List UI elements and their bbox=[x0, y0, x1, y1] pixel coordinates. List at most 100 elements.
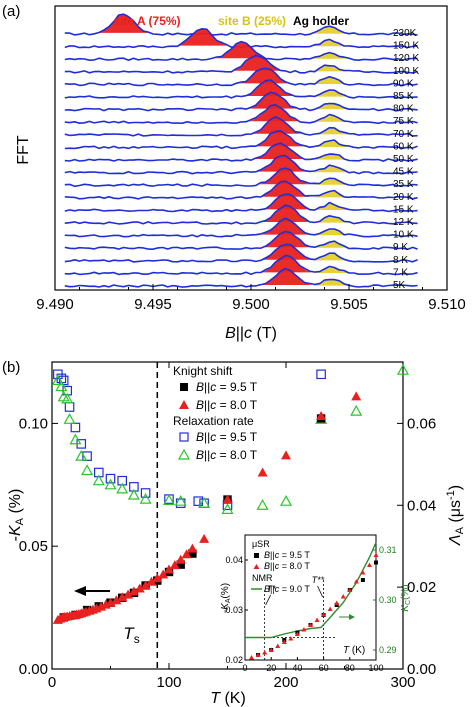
inset-knight-80-point bbox=[308, 622, 313, 627]
panel-a-x-ticks: 9.490 9.495 9.500 9.505 9.510 bbox=[36, 284, 466, 313]
relax-80-point bbox=[127, 488, 140, 500]
site-a-peak-fill bbox=[258, 168, 311, 185]
fft-trace-line bbox=[64, 91, 418, 112]
temperature-label: 50 K bbox=[393, 154, 414, 165]
inset-knight-80-point bbox=[275, 643, 281, 648]
x-tick-label: 9.490 bbox=[36, 296, 74, 313]
relax-80-point bbox=[75, 449, 88, 461]
legend-relax-95-label: B||c = 9.5 T bbox=[196, 430, 258, 444]
relax-80-point bbox=[279, 494, 293, 506]
knight-80-point bbox=[158, 569, 169, 579]
inset-y-right-tick-label: 0.29 bbox=[379, 645, 397, 655]
relax-80-point bbox=[55, 380, 68, 392]
relax-95-point bbox=[140, 488, 151, 498]
relax-80-point bbox=[81, 464, 94, 476]
inset-knight-80-point bbox=[340, 594, 346, 599]
site-b-peak-fill bbox=[312, 266, 351, 273]
site-a-peak-fill bbox=[248, 105, 301, 122]
knight-95-point bbox=[176, 560, 185, 569]
legend-knight-95-label: B||c = 9.5 T bbox=[196, 380, 258, 394]
fft-trace-line bbox=[64, 116, 418, 137]
inset-x-tick-label: 20 bbox=[266, 663, 276, 673]
site-a-peak-fill bbox=[260, 193, 313, 210]
inset-x-tick-label: 80 bbox=[345, 663, 355, 673]
x-tick-label: 9.505 bbox=[330, 296, 368, 313]
fft-trace bbox=[64, 204, 418, 225]
relax-95-point bbox=[82, 451, 92, 461]
site-a-peak-fill bbox=[231, 54, 283, 71]
legend-relax-80-label: B||c = 8.0 T bbox=[196, 448, 258, 462]
temperature-label: 120 K bbox=[393, 53, 419, 64]
legend-relax-title: Relaxation rate bbox=[173, 414, 254, 428]
fft-trace bbox=[64, 54, 418, 74]
knight-80-point bbox=[169, 560, 180, 570]
legend-knight-80-marker bbox=[179, 400, 189, 409]
y-left-tick-label: 0.00 bbox=[19, 661, 48, 678]
relax-80-point bbox=[63, 413, 76, 424]
inset-x-tick-label: 0 bbox=[242, 663, 247, 673]
panel-a-y-axis-label: FFT bbox=[15, 135, 32, 165]
inset-content: 0 20 40 60 80 100 0.02 0.03 0.04 0.29 0.30 0.31 T* T*… bbox=[225, 542, 397, 673]
x-tick-label: 200 bbox=[273, 674, 298, 691]
relax-80-point bbox=[221, 503, 234, 514]
panel-b-legend: Knight shift B||c = 9.5 T B||c = 8.0 T R… bbox=[173, 364, 258, 462]
relax-95-point bbox=[105, 473, 116, 484]
knight-80-point bbox=[181, 549, 192, 559]
inset-x-tick-label: 60 bbox=[319, 663, 329, 673]
site-a-peak-fill bbox=[246, 92, 299, 109]
site-a-peak-fill bbox=[252, 130, 305, 147]
relax-95-point bbox=[64, 402, 75, 412]
inset-legend-80-marker bbox=[253, 564, 260, 569]
t-star-label: T* bbox=[267, 584, 276, 594]
temperature-label: 230K bbox=[393, 28, 417, 39]
fft-trace-line bbox=[64, 180, 418, 200]
inset-frame bbox=[244, 534, 377, 661]
temperature-label: 15 K bbox=[393, 204, 414, 215]
site-b-peak-fill bbox=[312, 102, 351, 110]
fft-trace bbox=[64, 130, 418, 150]
knight-80-point bbox=[105, 597, 116, 607]
relax-80-point bbox=[92, 474, 105, 486]
inset-knight-80-point bbox=[288, 636, 294, 641]
temperature-label: 12 K bbox=[393, 217, 414, 228]
relax-80-point bbox=[174, 494, 187, 506]
inset-left-axis-label: -KA(%) bbox=[220, 583, 232, 613]
inset-knight-80-point bbox=[353, 579, 359, 584]
fft-trace-line bbox=[64, 142, 418, 162]
site-a-peak-fill bbox=[176, 28, 228, 46]
y-left-tick-label: 0.10 bbox=[19, 415, 48, 432]
legend-knight-95-marker bbox=[180, 383, 188, 391]
knight-80-point bbox=[117, 592, 128, 602]
knight-80-point bbox=[146, 576, 157, 586]
y-right-tick-label: 0.04 bbox=[407, 497, 436, 514]
fft-trace-line bbox=[64, 243, 418, 263]
relax-80-point bbox=[396, 363, 410, 375]
site-b-peak-fill bbox=[310, 27, 349, 34]
knight-80-point bbox=[175, 554, 186, 564]
inset-knight-80-point bbox=[281, 639, 287, 644]
fft-trace-line bbox=[64, 54, 418, 74]
inset-knight-80-point bbox=[268, 647, 274, 652]
fft-trace-line bbox=[64, 204, 418, 225]
fft-trace bbox=[64, 79, 418, 99]
fft-trace bbox=[64, 193, 418, 213]
fft-trace bbox=[64, 243, 418, 263]
relax-80-point bbox=[61, 392, 74, 404]
legend-knight-80-label: B||c = 8.0 T bbox=[196, 398, 258, 412]
x-tick-label: 100 bbox=[156, 674, 181, 691]
site-a-peak-fill bbox=[260, 243, 313, 260]
site-b-peak-fill bbox=[312, 228, 351, 236]
inset-x-tick-label: 100 bbox=[368, 663, 383, 673]
inset-plot: 0 20 40 60 80 100 0.02 0.03 0.04 0.29 0.30 0.31 T* T*… bbox=[220, 534, 412, 673]
panel-a-label: (a) bbox=[2, 3, 20, 20]
fft-trace-line bbox=[64, 130, 418, 150]
knight-80-point bbox=[351, 391, 362, 401]
temperature-label: 75 K bbox=[393, 116, 414, 127]
legend-knight-title: Knight shift bbox=[173, 364, 233, 378]
fft-trace bbox=[64, 167, 418, 188]
inset-legend-musr: μSR bbox=[252, 539, 270, 549]
inset-knight-80-point bbox=[373, 552, 379, 557]
x-tick-label: 9.500 bbox=[232, 296, 270, 313]
site-b-peak-fill bbox=[312, 279, 351, 286]
